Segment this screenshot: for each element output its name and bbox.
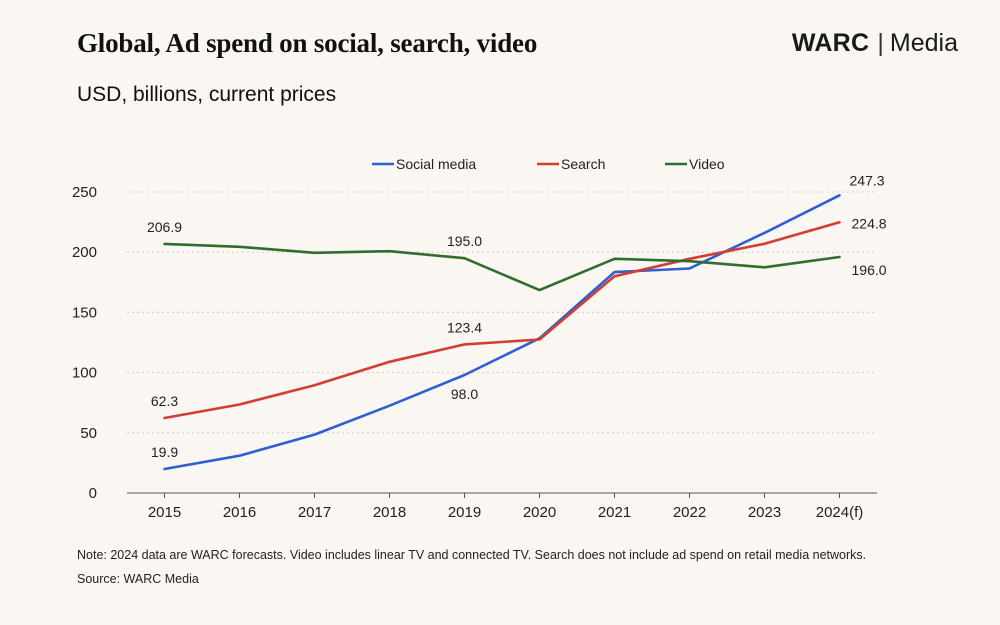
data-label: 62.3 (151, 393, 178, 409)
y-tick-label: 250 (72, 184, 97, 201)
data-label: 123.4 (447, 319, 482, 335)
x-tick-label: 2019 (448, 504, 481, 521)
brand-separator: | (877, 29, 884, 57)
chart-note: Note: 2024 data are WARC forecasts. Vide… (77, 548, 867, 562)
legend-label-search: Search (561, 156, 605, 172)
data-label: 19.9 (151, 444, 178, 460)
chart-title: Global, Ad spend on social, search, vide… (77, 28, 538, 58)
y-tick-label: 100 (72, 365, 97, 382)
x-tick-label: 2021 (598, 504, 631, 521)
chart-subtitle: USD, billions, current prices (77, 83, 337, 106)
series-line-search (163, 221, 841, 420)
data-label: 98.0 (451, 386, 478, 402)
x-tick-label: 2024(f) (816, 504, 864, 521)
data-label: 196.0 (852, 262, 887, 278)
brand-secondary: Media (889, 29, 958, 57)
y-tick-label: 0 (89, 485, 97, 502)
x-tick-label: 2020 (523, 504, 556, 521)
series-line-social-media (163, 194, 841, 471)
chart-source: Source: WARC Media (77, 572, 199, 586)
legend-label-video: Video (689, 156, 725, 172)
brand-logo: WARC | Media (792, 29, 958, 58)
x-tick-label: 2018 (373, 504, 406, 521)
x-tick-label: 2016 (223, 504, 256, 521)
x-tick-label: 2023 (748, 504, 781, 521)
data-label: 247.3 (850, 172, 885, 188)
series-line-video (163, 242, 841, 292)
x-tick-label: 2015 (148, 504, 181, 521)
y-tick-label: 200 (72, 244, 97, 261)
y-tick-label: 50 (80, 425, 97, 442)
legend-label-social-media: Social media (396, 156, 476, 172)
x-tick-label: 2022 (673, 504, 706, 521)
y-tick-label: 150 (72, 304, 97, 321)
data-label: 224.8 (852, 215, 887, 231)
data-label: 206.9 (147, 219, 182, 235)
data-label: 195.0 (447, 233, 482, 249)
x-tick-label: 2017 (298, 504, 331, 521)
brand-primary: WARC (791, 29, 870, 57)
